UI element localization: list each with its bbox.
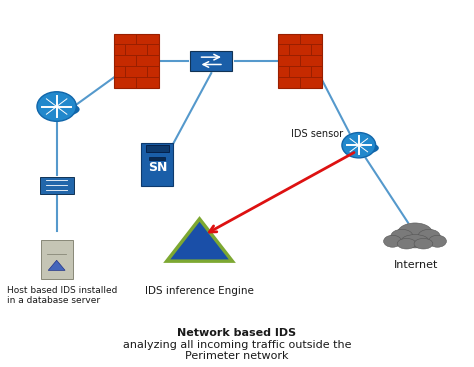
Ellipse shape — [428, 235, 447, 247]
FancyBboxPatch shape — [278, 33, 322, 88]
Text: Internet: Internet — [394, 260, 438, 270]
Ellipse shape — [391, 229, 413, 244]
Ellipse shape — [397, 223, 433, 243]
Text: IDS inference Engine: IDS inference Engine — [145, 286, 254, 296]
Ellipse shape — [38, 102, 80, 117]
FancyBboxPatch shape — [146, 145, 169, 152]
Ellipse shape — [414, 239, 433, 249]
Ellipse shape — [344, 142, 379, 155]
FancyBboxPatch shape — [141, 143, 173, 186]
Text: SN: SN — [148, 161, 167, 174]
Ellipse shape — [401, 235, 429, 248]
Polygon shape — [167, 219, 232, 261]
FancyBboxPatch shape — [114, 33, 158, 88]
Circle shape — [342, 132, 376, 158]
Ellipse shape — [418, 229, 440, 244]
Polygon shape — [48, 260, 65, 270]
Text: IDS sensor: IDS sensor — [291, 128, 343, 139]
Ellipse shape — [397, 239, 416, 249]
FancyBboxPatch shape — [41, 240, 73, 279]
FancyBboxPatch shape — [149, 157, 165, 160]
Text: Host based IDS installed
in a database server: Host based IDS installed in a database s… — [8, 286, 118, 305]
Text: analyzing all incoming traffic outside the
Perimeter network: analyzing all incoming traffic outside t… — [123, 340, 351, 361]
Text: Network based IDS: Network based IDS — [177, 328, 297, 338]
Ellipse shape — [383, 235, 401, 247]
Circle shape — [37, 92, 76, 121]
FancyBboxPatch shape — [40, 177, 73, 194]
FancyBboxPatch shape — [190, 51, 232, 71]
